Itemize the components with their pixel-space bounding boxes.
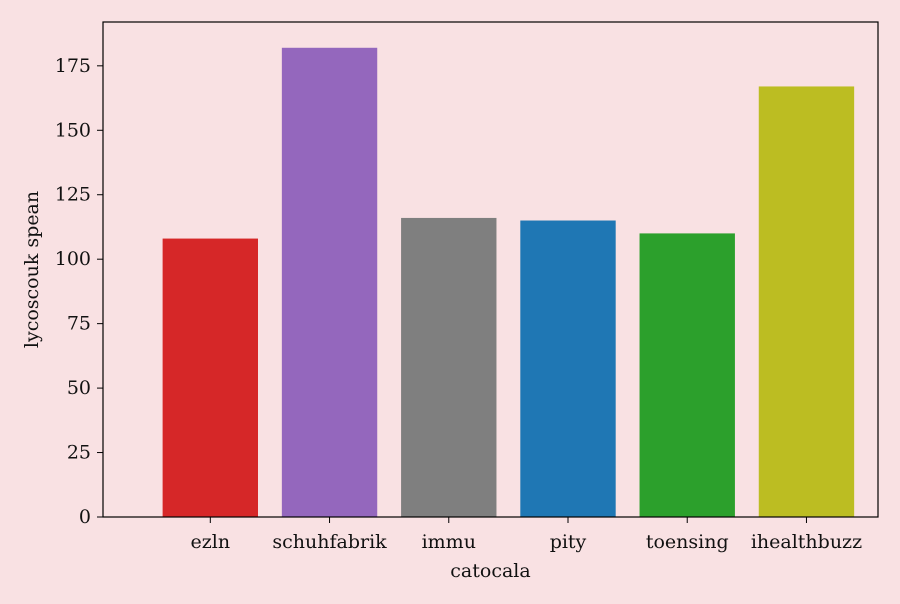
y-tick-label: 50 <box>67 377 91 399</box>
bar-toensing <box>639 233 735 517</box>
bar-immu <box>401 217 497 517</box>
y-tick-label: 75 <box>67 313 91 335</box>
bar-schuhfabrik <box>281 47 378 517</box>
bars-layer <box>162 47 855 517</box>
y-axis-label: lycoscouk spean <box>21 191 43 348</box>
y-tick-label: 100 <box>55 248 91 270</box>
ticks-layer: ezln schuhfabrik immu pity toensing ihealthbu… <box>55 55 862 553</box>
x-tick-label: pity <box>550 531 587 553</box>
axes-frame <box>102 21 879 518</box>
x-axis-label: catocala <box>450 560 530 582</box>
bar-pity <box>520 220 616 517</box>
x-tick-label: immu <box>422 531 476 553</box>
y-tick-label: 125 <box>55 184 91 206</box>
y-tick-label: 175 <box>55 55 91 77</box>
x-tick-label: ezln <box>191 531 231 553</box>
y-tick-label: 150 <box>55 119 91 141</box>
bar-ezln <box>162 238 258 517</box>
x-tick-label: schuhfabrik <box>272 531 387 553</box>
y-tick-label: 0 <box>79 506 91 528</box>
x-tick-label: ihealthbuzz <box>751 531 862 553</box>
x-tick-label: toensing <box>646 531 729 553</box>
bar-ihealthbuzz <box>758 86 855 517</box>
y-tick-label: 25 <box>67 442 91 464</box>
